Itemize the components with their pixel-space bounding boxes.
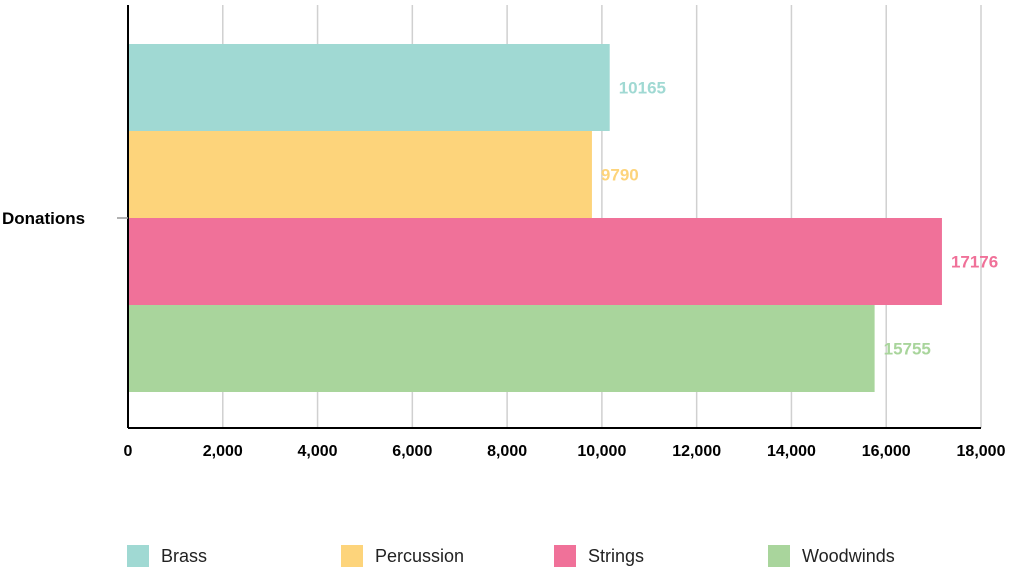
- legend-label: Percussion: [375, 545, 465, 566]
- category-labels: Donations: [2, 209, 128, 228]
- x-tick-label: 14,000: [767, 443, 816, 460]
- bar-percussion: [128, 131, 592, 218]
- legend-label: Woodwinds: [802, 545, 895, 566]
- x-tick-label: 16,000: [862, 443, 911, 460]
- legend-swatch: [341, 545, 363, 567]
- x-tick-label: 10,000: [577, 443, 626, 460]
- bar-woodwinds: [128, 305, 875, 392]
- x-tick-label: 4,000: [298, 443, 338, 460]
- bar-brass: [128, 44, 610, 131]
- legend-label: Brass: [161, 545, 208, 566]
- legend-item-woodwinds: Woodwinds: [768, 545, 895, 567]
- bars: [128, 44, 942, 392]
- legend-item-percussion: Percussion: [341, 545, 464, 567]
- category-label: Donations: [2, 209, 85, 228]
- x-tick-label: 12,000: [672, 443, 721, 460]
- legend-swatch: [768, 545, 790, 567]
- legend-label: Strings: [588, 545, 645, 566]
- legend-item-brass: Brass: [127, 545, 207, 567]
- x-tick-label: 18,000: [957, 443, 1006, 460]
- data-label-strings: 17176: [951, 253, 998, 272]
- data-label-brass: 10165: [619, 79, 666, 98]
- x-tick-label: 0: [124, 443, 133, 460]
- legend-item-strings: Strings: [554, 545, 644, 567]
- x-tick-label: 2,000: [203, 443, 243, 460]
- bar-strings: [128, 218, 942, 305]
- axes: [127, 5, 981, 429]
- data-label-percussion: 9790: [601, 166, 639, 185]
- data-label-woodwinds: 15755: [884, 340, 931, 359]
- x-tick-label: 6,000: [392, 443, 432, 460]
- data-labels: 10165 9790 17176 15755: [601, 79, 998, 359]
- x-tick-label: 8,000: [487, 443, 527, 460]
- legend: Brass Percussion Strings Woodwinds: [0, 545, 1024, 573]
- legend-swatch: [127, 545, 149, 567]
- legend-swatch: [554, 545, 576, 567]
- x-tick-labels: 0 2,000 4,000 6,000 8,000 10,000 12,000 14,000 1…: [124, 443, 1006, 460]
- bar-chart: 10165 9790 17176 15755 0 2,000 4,000 6,000 8,00…: [2, 5, 1006, 460]
